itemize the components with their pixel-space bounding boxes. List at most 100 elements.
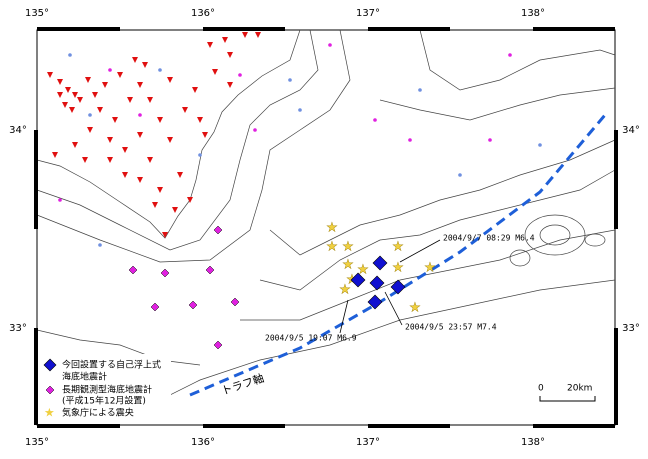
border-segment bbox=[37, 27, 120, 31]
scale-end: 20km bbox=[567, 384, 592, 394]
epicenter: ★ bbox=[342, 258, 354, 273]
land-station bbox=[117, 72, 123, 78]
land-station bbox=[102, 82, 108, 88]
longterm-obs bbox=[205, 265, 215, 275]
land-station bbox=[137, 177, 143, 183]
lat-label: 34° bbox=[9, 125, 27, 136]
land-station bbox=[69, 107, 75, 113]
station-dot bbox=[408, 138, 412, 142]
border-segment bbox=[533, 424, 615, 428]
legend-text: 海底地震計 bbox=[62, 371, 107, 383]
station-dot bbox=[288, 78, 292, 82]
legend-star: ★ bbox=[44, 406, 55, 420]
land-station bbox=[147, 157, 153, 163]
land-station bbox=[167, 77, 173, 83]
epicenter: ★ bbox=[339, 283, 351, 298]
land-station bbox=[92, 92, 98, 98]
longterm-obs bbox=[188, 300, 198, 310]
land-station bbox=[122, 147, 128, 153]
lon-label: 136° bbox=[191, 437, 215, 448]
station-dot bbox=[158, 68, 162, 72]
land-station bbox=[182, 107, 188, 113]
station-dot bbox=[238, 73, 242, 77]
land-station bbox=[142, 62, 148, 68]
border-segment bbox=[203, 424, 285, 428]
land-station bbox=[187, 197, 193, 203]
lon-label: 135° bbox=[25, 8, 49, 19]
station-dot bbox=[138, 113, 142, 117]
epicenter: ★ bbox=[357, 263, 369, 278]
epicenter: ★ bbox=[424, 261, 436, 276]
land-station bbox=[147, 97, 153, 103]
longterm-obs bbox=[230, 297, 240, 307]
land-station bbox=[97, 107, 103, 113]
scale-start: 0 bbox=[538, 384, 544, 394]
new-obs bbox=[390, 279, 406, 295]
annotation: 2004/9/5 19:07 M6.9 bbox=[265, 334, 357, 343]
legend: 今回設置する自己浮上式 海底地震計 長期観測型海底地震計 (平成15年12月設置… bbox=[39, 354, 171, 422]
land-station bbox=[157, 187, 163, 193]
epicenter: ★ bbox=[326, 240, 338, 255]
station-dot bbox=[88, 113, 92, 117]
border-segment bbox=[368, 424, 450, 428]
land-station bbox=[112, 117, 118, 123]
land-station bbox=[77, 97, 83, 103]
station-dot bbox=[418, 88, 422, 92]
station-dot bbox=[108, 68, 112, 72]
lat-label: 34° bbox=[622, 125, 640, 136]
epicenter: ★ bbox=[326, 221, 338, 236]
longterm-obs bbox=[128, 265, 138, 275]
land-station bbox=[197, 117, 203, 123]
border-segment bbox=[203, 27, 285, 31]
land-station bbox=[227, 52, 233, 58]
land-station bbox=[162, 232, 168, 238]
land-station bbox=[137, 82, 143, 88]
longterm-obs bbox=[213, 340, 223, 350]
lon-label: 137° bbox=[356, 8, 380, 19]
land-station bbox=[167, 137, 173, 143]
station-dot bbox=[508, 53, 512, 57]
station-dot bbox=[373, 118, 377, 122]
land-station bbox=[65, 87, 71, 93]
land-station bbox=[62, 102, 68, 108]
lon-label: 136° bbox=[191, 8, 215, 19]
land-station bbox=[107, 157, 113, 163]
land-station bbox=[127, 97, 133, 103]
lat-label: 33° bbox=[9, 323, 27, 334]
border-segment bbox=[34, 130, 38, 229]
land-station bbox=[82, 157, 88, 163]
land-station bbox=[137, 132, 143, 138]
station-dot bbox=[538, 143, 542, 147]
legend-text: 気象庁による震央 bbox=[62, 407, 134, 419]
trough-axis bbox=[189, 114, 607, 397]
new-obs bbox=[350, 272, 366, 288]
lon-label: 135° bbox=[25, 437, 49, 448]
land-station bbox=[207, 42, 213, 48]
epicenter: ★ bbox=[409, 301, 421, 316]
land-station bbox=[152, 202, 158, 208]
land-station bbox=[107, 137, 113, 143]
station-dot bbox=[298, 108, 302, 112]
epicenter: ★ bbox=[392, 261, 404, 276]
border-segment bbox=[614, 328, 618, 425]
border-segment bbox=[34, 328, 38, 425]
border-segment bbox=[533, 27, 615, 31]
lon-label: 137° bbox=[356, 437, 380, 448]
border-segment bbox=[614, 130, 618, 229]
station-dot bbox=[98, 243, 102, 247]
land-station bbox=[222, 37, 228, 43]
land-station bbox=[57, 92, 63, 98]
annotation-arrows bbox=[339, 239, 441, 334]
legend-text: (平成15年12月設置) bbox=[62, 395, 146, 407]
new-obs bbox=[369, 275, 385, 291]
lat-label: 33° bbox=[622, 323, 640, 334]
border-segment bbox=[368, 27, 450, 31]
annotation: 2004/9/5 23:57 M7.4 bbox=[405, 323, 497, 332]
land-station bbox=[72, 92, 78, 98]
epicenter: ★ bbox=[392, 240, 404, 255]
land-station bbox=[157, 117, 163, 123]
markers: ★★★★★★★★★★★ bbox=[47, 32, 542, 350]
land-station bbox=[57, 79, 63, 85]
land-station bbox=[132, 57, 138, 63]
